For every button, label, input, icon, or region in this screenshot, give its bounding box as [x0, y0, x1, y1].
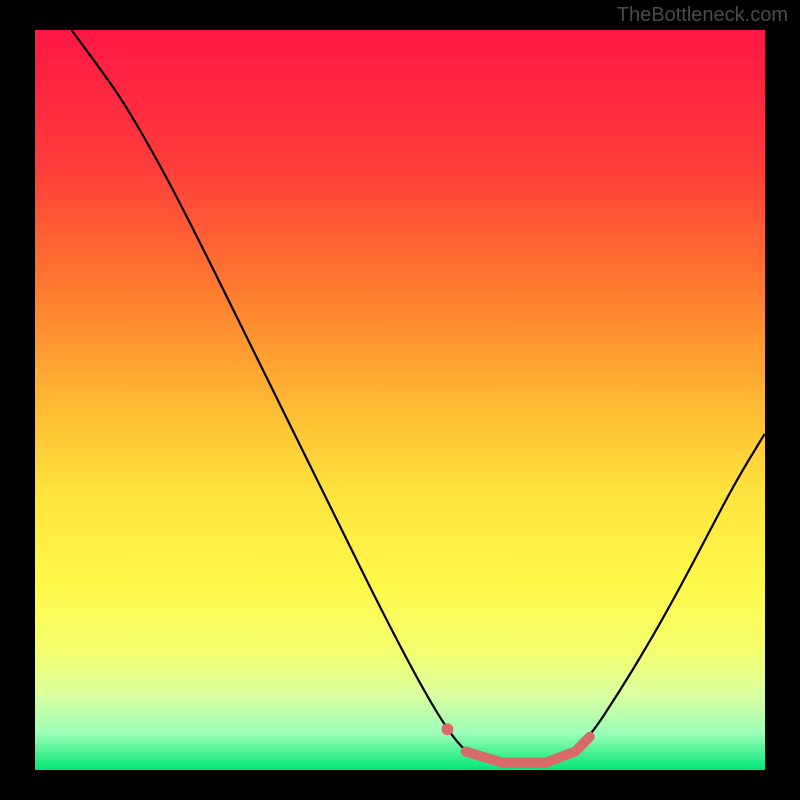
highlight-dot	[441, 723, 453, 735]
curve-line	[72, 30, 766, 766]
watermark-text: TheBottleneck.com	[617, 4, 788, 27]
highlight-segment	[466, 737, 590, 763]
chart-plot-area	[35, 30, 765, 770]
bottleneck-curve	[35, 30, 765, 770]
